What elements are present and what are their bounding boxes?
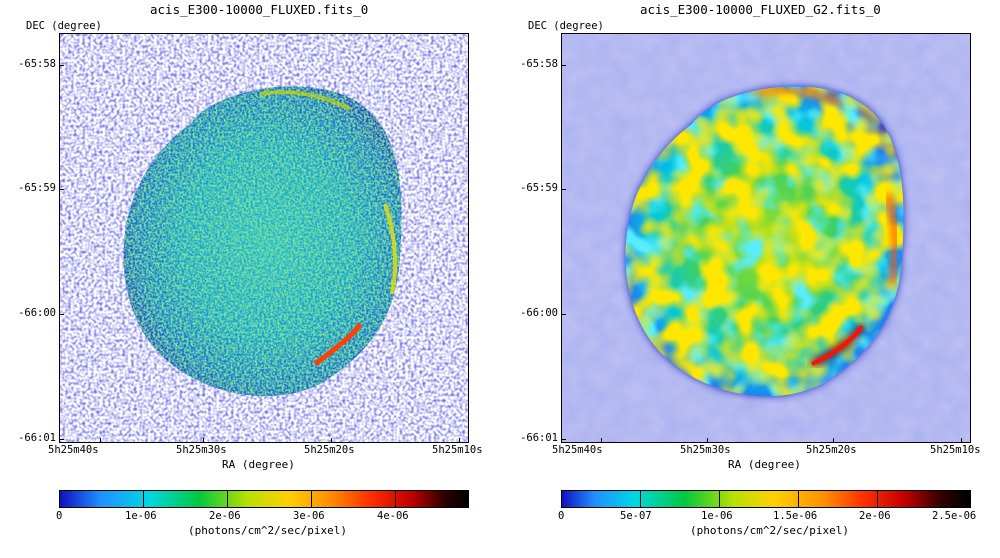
right-image-panel: acis_E300-10000_FLUXED_G2.fits_0 DEC (de… xyxy=(500,0,1000,558)
left-xtick-mark-2 xyxy=(331,438,332,443)
left-cbar-tick-0 xyxy=(59,490,60,508)
right-panel-title: acis_E300-10000_FLUXED_G2.fits_0 xyxy=(640,2,881,17)
right-ytick-label: -65:59 xyxy=(520,182,558,194)
left-xtick-mark-0 xyxy=(100,438,101,443)
left-ytick-label: -66:01 xyxy=(18,432,56,444)
left-panel-title: acis_E300-10000_FLUXED.fits_0 xyxy=(150,2,369,17)
left-x-axis-label: RA (degree) xyxy=(222,458,295,471)
right-xtick-mark-2 xyxy=(833,438,834,443)
left-cbar-tick-2 xyxy=(227,490,228,508)
left-cbar-tick-label: 3e-06 xyxy=(293,510,325,522)
right-ytick-mark-0 xyxy=(561,65,566,66)
right-xtick-label: 5h25m40s xyxy=(552,444,603,456)
right-cbar-tick-0 xyxy=(561,490,562,508)
right-ytick-label: -65:58 xyxy=(520,58,558,70)
right-ytick-label: -66:00 xyxy=(520,307,558,319)
right-cbar-tick-2 xyxy=(719,490,720,508)
left-colorbar xyxy=(59,490,469,508)
right-cbar-tick-label: 1e-06 xyxy=(701,510,733,522)
right-ytick-label: -66:01 xyxy=(520,432,558,444)
left-cbar-tick-3 xyxy=(311,490,312,508)
right-cbar-tick-label: 1.5e-06 xyxy=(773,510,818,522)
right-smoothed-image-svg xyxy=(562,34,970,442)
right-ytick-mark-2 xyxy=(561,314,566,315)
left-ytick-label: -65:58 xyxy=(18,58,56,70)
right-cbar-tick-label: 2.5e-06 xyxy=(932,510,977,522)
right-ytick-mark-1 xyxy=(561,189,566,190)
right-ytick-mark-3 xyxy=(561,439,566,440)
left-cbar-tick-label: 2e-06 xyxy=(209,510,241,522)
left-ytick-label: -65:59 xyxy=(18,182,56,194)
right-y-axis-label: DEC (degree) xyxy=(528,20,604,32)
right-sky-image[interactable] xyxy=(561,33,971,443)
left-ytick-mark-0 xyxy=(59,65,64,66)
right-cbar-tick-4 xyxy=(877,490,878,508)
left-ytick-mark-1 xyxy=(59,189,64,190)
left-cbar-tick-1 xyxy=(143,490,144,508)
left-cbar-tick-label: 1e-06 xyxy=(125,510,157,522)
left-ytick-mark-3 xyxy=(59,439,64,440)
right-cbar-tick-label: 0 xyxy=(558,510,565,522)
right-cbar-tick-3 xyxy=(798,490,799,508)
left-xtick-label: 5h25m30s xyxy=(176,444,227,456)
right-x-axis-label: RA (degree) xyxy=(728,458,801,471)
left-sky-image[interactable] xyxy=(59,33,469,443)
left-y-axis-label: DEC (degree) xyxy=(26,20,102,32)
right-xtick-label: 5h25m30s xyxy=(680,444,731,456)
right-colorbar xyxy=(561,490,971,508)
left-cbar-tick-label: 4e-06 xyxy=(377,510,409,522)
left-raw-image-svg xyxy=(60,34,468,442)
right-cbar-tick-label: 5e-07 xyxy=(620,510,652,522)
right-cbar-tick-label: 2e-06 xyxy=(859,510,891,522)
right-xtick-mark-3 xyxy=(961,438,962,443)
left-xtick-mark-1 xyxy=(203,438,204,443)
right-xtick-mark-1 xyxy=(707,438,708,443)
left-xtick-label: 5h25m10s xyxy=(432,444,483,456)
right-xtick-mark-0 xyxy=(601,438,602,443)
left-colorbar-unit: (photons/cm^2/sec/pixel) xyxy=(188,524,347,537)
right-colorbar-unit: (photons/cm^2/sec/pixel) xyxy=(690,524,849,537)
left-image-panel: acis_E300-10000_FLUXED.fits_0 DEC (degre… xyxy=(18,2,483,537)
right-xtick-label: 5h25m10s xyxy=(930,444,981,456)
left-cbar-tick-label: 0 xyxy=(56,510,63,522)
left-ytick-mark-2 xyxy=(59,314,64,315)
right-cbar-tick-5 xyxy=(956,490,957,508)
left-xtick-label: 5h25m20s xyxy=(304,444,355,456)
right-xtick-label: 5h25m20s xyxy=(806,444,857,456)
left-ytick-label: -66:00 xyxy=(18,307,56,319)
left-cbar-tick-4 xyxy=(395,490,396,508)
left-xtick-mark-3 xyxy=(459,438,460,443)
left-xtick-label: 5h25m40s xyxy=(48,444,99,456)
right-cbar-tick-1 xyxy=(640,490,641,508)
